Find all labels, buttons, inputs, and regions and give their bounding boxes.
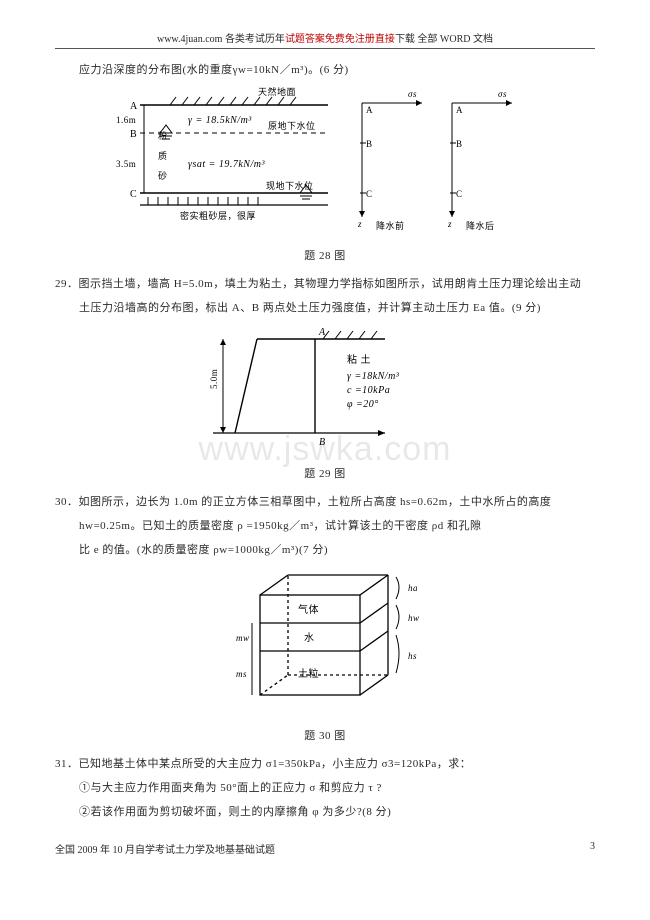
header-post: 下载 全部 WORD 文档 [395, 34, 493, 45]
fig30-ha: ha [408, 583, 418, 593]
fig28-s2: 质 [158, 150, 168, 161]
header-pre: 各类考试历年 [222, 34, 285, 45]
fig28-B2: B [366, 139, 373, 149]
fig28-C3: C [456, 189, 463, 199]
fig28-ground: 天然地面 [258, 86, 296, 97]
fig30-hw: hw [408, 613, 420, 623]
fig30-ms: ms [236, 669, 247, 679]
fig28-h2: 3.5m [116, 159, 136, 169]
fig30-water: 水 [304, 632, 315, 644]
q31-l2: ①与大主应力作用面夹角为 50°面上的正应力 σ 和剪应力 τ ? [55, 777, 595, 799]
fig29-h: 5.0m [209, 369, 219, 389]
fig28-C: C [130, 189, 137, 200]
footer-page-number: 3 [590, 841, 595, 856]
fig28-after: 降水后 [466, 220, 495, 231]
fig30-svg: 气体 水 土粒 mw ms ha hw hs [200, 565, 450, 715]
fig30-hs: hs [408, 651, 417, 661]
fig29-soil: 粘 土 [347, 353, 371, 366]
page-header: www.4juan.com 各类考试历年试题答案免费免注册直接下载 全部 WOR… [55, 30, 595, 49]
fig28-sig2: σs [498, 89, 507, 99]
header-highlight: 试题答案免费免注册直接 [285, 34, 395, 45]
fig29-svg: A B 5.0m 粘 土 γ =18kN/m³ c =10kPa φ =20° [195, 323, 455, 453]
fig28-g2: γsat = 19.7kN/m³ [188, 159, 265, 170]
fig30-solid: 土粒 [298, 667, 319, 680]
fig28: 天然地面 A 原地下水位 B γ = 18.5kN/m³ 1.6m [55, 85, 595, 243]
header-site: www.4juan.com [157, 34, 222, 45]
q30-l3: 比 e 的值。(水的质量密度 ρw=1000kg／m³)(7 分) [55, 539, 595, 561]
q30-l2: hw=0.25m。已知土的质量密度 ρ =1950kg／m³，试计算该土的干密度… [55, 515, 595, 537]
q28-tail: 应力沿深度的分布图(水的重度γw=10kN／m³)。(6 分) [55, 59, 595, 81]
fig28-z2: z [447, 219, 452, 229]
fig30-caption: 题 30 图 [55, 725, 595, 747]
fig29: A B 5.0m 粘 土 γ =18kN/m³ c =10kPa φ =20° [55, 323, 595, 461]
fig29-caption: 题 29 图 [55, 463, 595, 485]
q30-l1: 30．如图所示，边长为 1.0m 的正立方体三相草图中，土粒所占高度 hs=0.… [55, 491, 595, 513]
q29-l2: 土压力沿墙高的分布图，标出 A、B 两点处土压力强度值，并计算主动土压力 Ea … [55, 297, 595, 319]
page: www.4juan.com 各类考试历年试题答案免费免注册直接下载 全部 WOR… [0, 0, 650, 876]
q31-l3: ②若该作用面为剪切破坏面，则土的内摩擦角 φ 为多少?(8 分) [55, 801, 595, 823]
page-footer: 全国 2009 年 10 月自学考试土力学及地基基础试题 3 [55, 841, 595, 856]
fig28-h1: 1.6m [116, 115, 136, 125]
fig28-sig1: σs [408, 89, 417, 99]
fig30: 气体 水 土粒 mw ms ha hw hs [55, 565, 595, 723]
fig28-A: A [130, 101, 138, 112]
fig28-B3: B [456, 139, 463, 149]
body: 应力沿深度的分布图(水的重度γw=10kN／m³)。(6 分) [55, 59, 595, 823]
fig28-g1: γ = 18.5kN/m³ [188, 115, 252, 126]
fig28-A3: A [456, 105, 463, 115]
fig28-origwt: 原地下水位 [268, 120, 316, 131]
fig28-B: B [130, 129, 137, 140]
fig28-bottom: 密实粗砂层，很厚 [180, 210, 256, 221]
q31-l1: 31．已知地基土体中某点所受的大主应力 σ1=350kPa，小主应力 σ3=12… [55, 753, 595, 775]
fig28-z1: z [357, 219, 362, 229]
fig29-A: A [318, 327, 326, 338]
fig29-c: c =10kPa [347, 385, 390, 396]
fig29-phi: φ =20° [347, 399, 379, 410]
fig28-C2: C [366, 189, 373, 199]
footer-left: 全国 2009 年 10 月自学考试土力学及地基基础试题 [55, 841, 275, 856]
fig28-s3: 砂 [158, 170, 168, 181]
fig28-A2: A [366, 105, 373, 115]
q29-l1: 29．图示挡土墙，墙高 H=5.0m，填土为粘土，其物理力学指标如图所示，试用朗… [55, 273, 595, 295]
fig28-s1: 粉 [158, 130, 168, 141]
fig29-gamma: γ =18kN/m³ [347, 371, 400, 382]
fig28-caption: 题 28 图 [55, 245, 595, 267]
fig30-gas: 气体 [298, 603, 319, 616]
fig28-nowwt: 现地下水位 [266, 180, 314, 191]
fig30-mw: mw [236, 633, 250, 643]
fig28-svg: 天然地面 A 原地下水位 B γ = 18.5kN/m³ 1.6m [110, 85, 540, 235]
fig29-B: B [319, 437, 326, 448]
fig28-before: 降水前 [376, 220, 405, 231]
